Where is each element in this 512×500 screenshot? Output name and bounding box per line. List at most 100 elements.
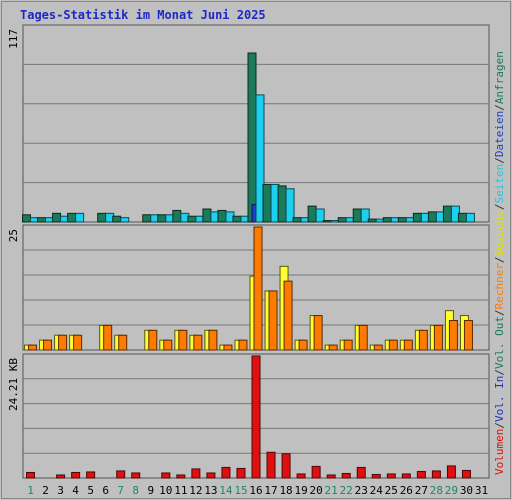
- bar-rechner-day-22: [343, 339, 353, 351]
- x-label-day-20: 20: [310, 484, 323, 497]
- right-legend: Volumen/Vol. In/Vol. Out/Rechner/Besuche…: [493, 51, 506, 475]
- legend-entry: Seiten: [493, 164, 506, 204]
- x-label-day-11: 11: [174, 484, 187, 497]
- bar-anfragen-day-12: [187, 215, 197, 223]
- x-label-day-13: 13: [204, 484, 217, 497]
- chart-panels: 117 25 24.21 KB: [7, 24, 490, 479]
- bar-anfragen-day-14: [217, 209, 227, 223]
- bar-volumen-day-17: [266, 451, 276, 479]
- bar-anfragen-day-25: [382, 217, 392, 223]
- x-label-day-5: 5: [87, 484, 94, 497]
- bar-volumen-day-18: [281, 453, 291, 479]
- bar-anfragen-day-29: [442, 205, 452, 223]
- bar-anfragen-day-24: [367, 218, 377, 223]
- x-label-day-22: 22: [340, 484, 353, 497]
- bar-rechner-day-28: [433, 324, 443, 351]
- x-label-day-4: 4: [72, 484, 79, 497]
- bar-seiten-day-18: [285, 188, 295, 223]
- bar-anfragen-day-22: [337, 217, 347, 223]
- bar-volumen-day-13: [206, 472, 216, 479]
- legend-entry: /: [493, 104, 506, 111]
- bar-rechner-day-13: [208, 329, 218, 351]
- bar-seiten-day-7: [120, 217, 130, 223]
- legend-entry: Vol. In: [493, 376, 506, 422]
- bar-rechner-day-12: [193, 334, 203, 351]
- bar-volumen-day-21: [326, 474, 336, 479]
- bar-rechner-day-21: [328, 344, 338, 351]
- bar-volumen-day-30: [461, 469, 471, 479]
- x-axis-day-labels: 1 2 3 4 5 6 7 8 9 10 11 12 13 14 15 16 17 18 19 20 21 22 23 24 2…: [27, 484, 488, 497]
- bar-rechner-day-20: [313, 315, 323, 351]
- bar-anfragen-day-19: [292, 217, 302, 223]
- legend-entry: Besuche: [493, 210, 506, 256]
- bar-rechner-day-23: [358, 324, 368, 351]
- x-label-day-9: 9: [147, 484, 154, 497]
- x-label-day-3: 3: [57, 484, 64, 497]
- panel-2: 25: [7, 224, 490, 351]
- bar-rechner-day-25: [388, 339, 398, 351]
- bar-anfragen-day-16: [247, 52, 257, 223]
- bar-anfragen-day-4: [67, 212, 77, 223]
- bar-volumen-day-14: [221, 466, 231, 479]
- bar-volumen-day-15: [236, 467, 246, 479]
- bar-rechner-day-11: [178, 329, 188, 351]
- x-label-day-28: 28: [430, 484, 443, 497]
- bar-seiten-day-20: [315, 208, 325, 223]
- x-label-day-23: 23: [355, 484, 368, 497]
- bar-anfragen-day-18: [277, 185, 287, 223]
- bar-volumen-day-16: [251, 355, 261, 479]
- y-max-label: 24.21 KB: [7, 358, 20, 411]
- panel-3: 24.21 KB: [7, 353, 490, 479]
- bar-seiten-day-30: [465, 212, 475, 223]
- x-label-day-17: 17: [264, 484, 277, 497]
- bar-anfragen-day-20: [307, 205, 317, 223]
- x-label-day-6: 6: [102, 484, 109, 497]
- bar-volumen-day-12: [191, 468, 201, 479]
- bar-rechner-day-27: [418, 329, 428, 351]
- legend-entry: Anfragen: [493, 51, 506, 104]
- bar-rechner-day-19: [298, 339, 308, 351]
- bar-rechner-day-14: [223, 344, 233, 351]
- legend-entry: /: [493, 256, 506, 263]
- bar-rechner-day-30: [463, 319, 473, 351]
- bar-volumen-day-27: [416, 470, 426, 479]
- legend-entry: /: [493, 369, 506, 376]
- x-label-day-27: 27: [415, 484, 428, 497]
- bar-volumen-day-1: [26, 471, 36, 479]
- legend-entry: /: [493, 309, 506, 316]
- bar-rechner-day-29: [448, 319, 458, 351]
- bar-rechner-day-18: [283, 280, 293, 351]
- x-label-day-30: 30: [460, 484, 473, 497]
- bar-anfragen-day-7: [112, 215, 122, 223]
- bar-anfragen-day-27: [412, 212, 422, 223]
- chart-title: Tages-Statistik im Monat Juni 2025: [20, 8, 266, 22]
- bar-anfragen-day-30: [457, 212, 467, 223]
- x-label-day-29: 29: [445, 484, 458, 497]
- bar-rechner-day-15: [238, 339, 248, 351]
- legend-entry: Volumen: [493, 429, 506, 475]
- bar-anfragen-day-2: [37, 217, 47, 223]
- bar-rechner-day-6: [103, 324, 113, 351]
- bar-anfragen-day-21: [322, 220, 332, 223]
- x-label-day-26: 26: [400, 484, 413, 497]
- legend-entry: Vol. Out: [493, 316, 506, 369]
- bar-rechner-day-10: [163, 339, 173, 351]
- bar-volumen-day-3: [56, 474, 66, 479]
- x-label-day-21: 21: [325, 484, 338, 497]
- bar-anfragen-day-13: [202, 208, 212, 223]
- x-label-day-10: 10: [159, 484, 172, 497]
- y-max-label: 25: [7, 229, 20, 242]
- bar-anfragen-day-1: [22, 214, 32, 223]
- bar-volumen-day-24: [371, 473, 381, 479]
- legend-entry: Dateien: [493, 111, 506, 157]
- x-label-day-14: 14: [219, 484, 233, 497]
- x-label-day-31: 31: [475, 484, 488, 497]
- bar-volumen-day-10: [161, 472, 171, 479]
- x-label-day-8: 8: [132, 484, 139, 497]
- bar-anfragen-day-26: [397, 217, 407, 223]
- bar-volumen-day-23: [356, 466, 366, 479]
- x-label-day-18: 18: [279, 484, 292, 497]
- bar-rechner-day-26: [403, 339, 413, 351]
- bar-rechner-day-16: [253, 226, 263, 351]
